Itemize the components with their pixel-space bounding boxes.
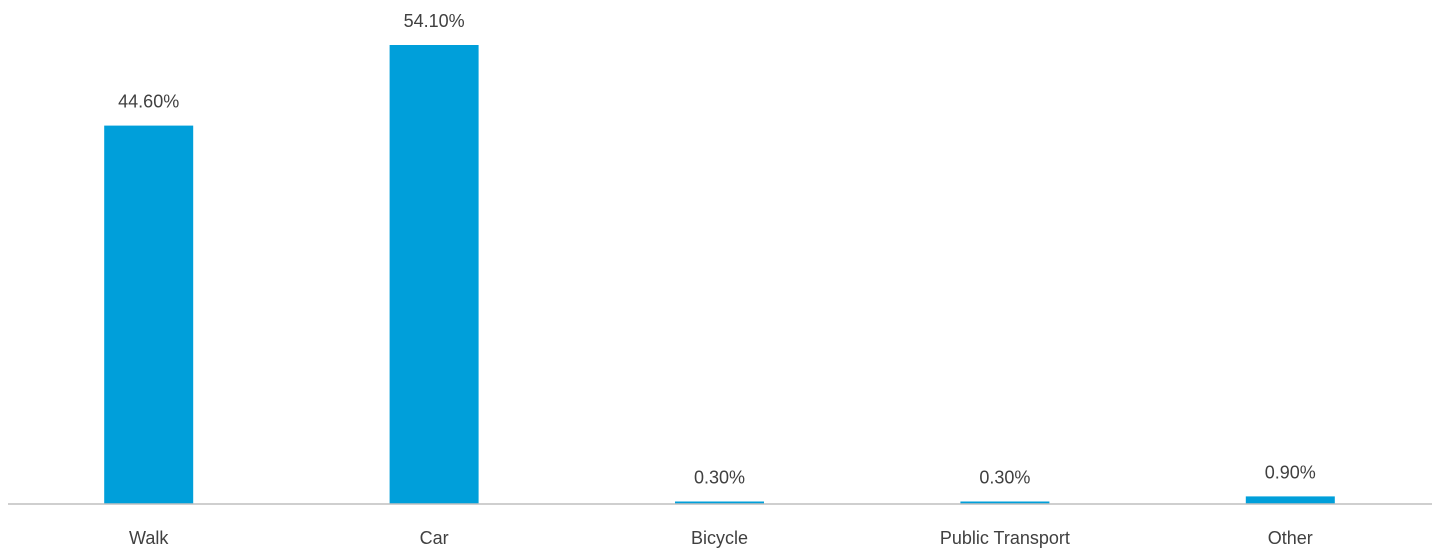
data-labels-layer: 44.60% 54.10% 0.30% 0.30% 0.90% xyxy=(118,11,1316,488)
bar-bicycle xyxy=(675,501,764,504)
bar-public-transport xyxy=(960,501,1050,504)
x-tick-label-public-transport: Public Transport xyxy=(940,528,1070,548)
bar-walk xyxy=(104,125,194,504)
data-label-public-transport: 0.30% xyxy=(979,468,1030,488)
x-tick-label-car: Car xyxy=(420,528,449,548)
data-label-car: 54.10% xyxy=(404,11,465,31)
bar-car xyxy=(389,45,479,504)
data-label-other: 0.90% xyxy=(1265,462,1316,482)
x-tick-label-other: Other xyxy=(1268,528,1313,548)
x-tick-label-walk: Walk xyxy=(129,528,169,548)
bar-other xyxy=(1245,496,1335,504)
data-label-walk: 44.60% xyxy=(118,92,179,112)
x-tick-labels-layer: Walk Car Bicycle Public Transport Other xyxy=(129,528,1313,548)
bars-layer xyxy=(104,45,1335,504)
data-label-bicycle: 0.30% xyxy=(694,468,745,488)
x-tick-label-bicycle: Bicycle xyxy=(691,528,748,548)
